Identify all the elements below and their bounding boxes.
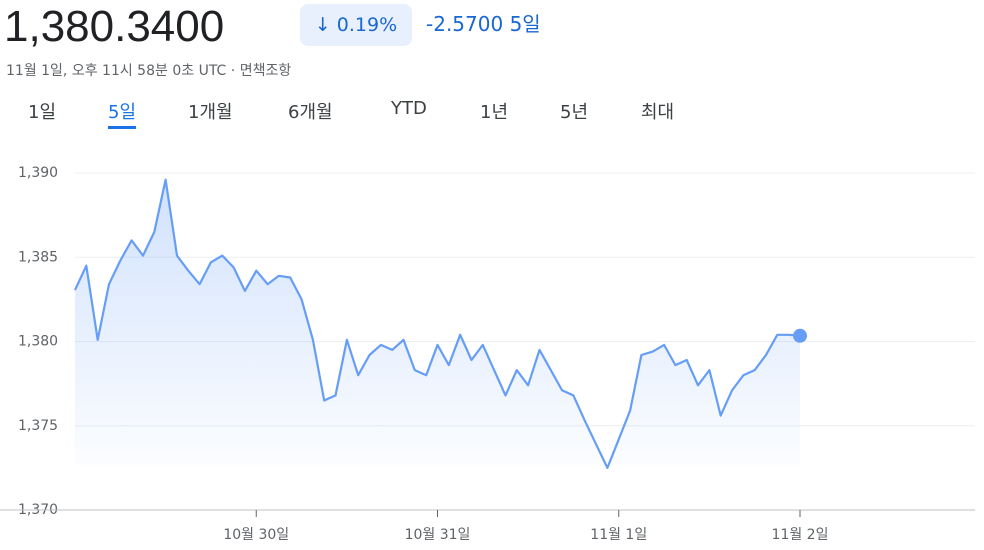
- range-tab[interactable]: 최대: [641, 102, 675, 123]
- change-value: -2.5700: [426, 12, 504, 36]
- range-tab[interactable]: 1일: [28, 102, 57, 123]
- x-tick-label: 11월 1일: [590, 527, 647, 543]
- timestamp: 11월 1일, 오후 11시 58분 0초 UTC: [6, 63, 227, 79]
- x-tick-label: 11월 2일: [772, 527, 829, 543]
- price: 1,380.3400: [4, 2, 225, 51]
- change-chip: ↓ 0.19%: [300, 4, 412, 46]
- y-tick-label: 1,380: [18, 334, 58, 350]
- price-line: [74, 178, 801, 469]
- y-tick-label: 1,375: [18, 418, 58, 434]
- range-tab[interactable]: 5년: [560, 102, 589, 123]
- separator: ·: [230, 63, 236, 79]
- y-tick-label: 1,390: [18, 165, 58, 181]
- end-dot: [793, 328, 807, 343]
- range-tabs: 1일 5일 1개월 6개월 YTD 1년 5년 최대: [0, 98, 720, 132]
- area: [75, 179, 800, 468]
- disclaimer[interactable]: 면책조항: [239, 63, 292, 79]
- x-tick-label: 10월 31일: [405, 527, 471, 543]
- range-tab[interactable]: 1개월: [188, 102, 233, 123]
- y-tick-label: 1,385: [18, 249, 58, 265]
- timestamp-line: 11월 1일, 오후 11시 58분 0초 UTC · 면책조항: [6, 60, 291, 80]
- change: -2.5700 5일: [426, 8, 541, 37]
- range-tab[interactable]: 1년: [480, 102, 509, 123]
- header: 1,380.3400 ↓ 0.19% -2.5700 5일 11월 1일, 오후…: [0, 0, 984, 150]
- range-tab[interactable]: YTD: [391, 98, 427, 119]
- range-tab[interactable]: 6개월: [288, 102, 333, 123]
- change-percent: 0.19%: [336, 14, 398, 36]
- range-tab[interactable]: 5일: [108, 98, 137, 129]
- x-tick-label: 10월 30일: [223, 527, 289, 543]
- period: 5일: [509, 12, 541, 36]
